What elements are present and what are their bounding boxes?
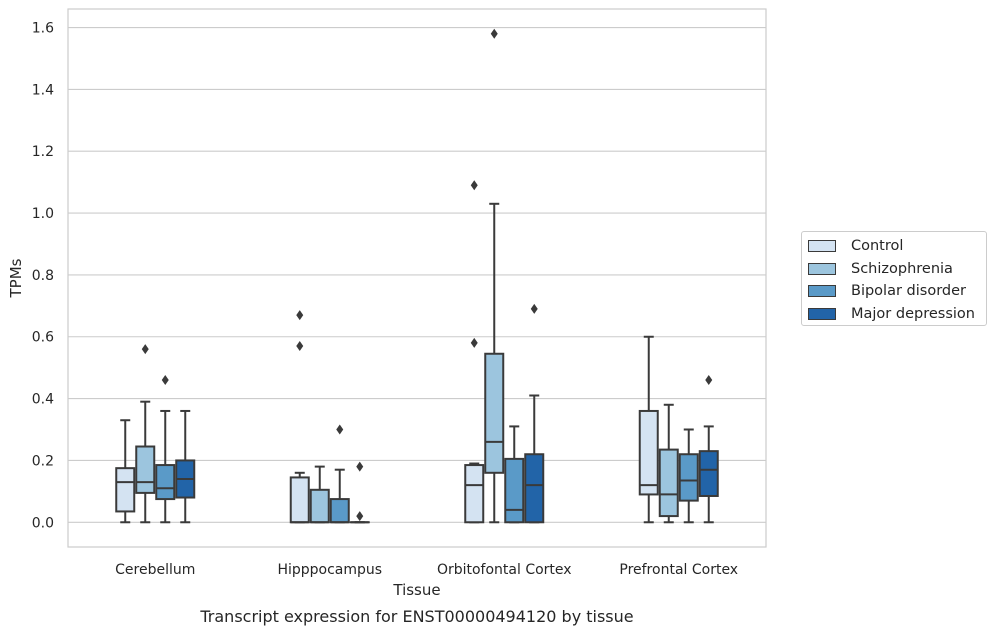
x-tick-label: Cerebellum xyxy=(115,562,195,578)
box-2-2 xyxy=(504,425,525,524)
y-tick-label: 1.6 xyxy=(32,21,54,37)
outlier-point xyxy=(336,424,344,435)
legend-item: Major depression xyxy=(808,303,986,326)
outlier-point xyxy=(296,310,304,321)
outlier-point xyxy=(161,375,169,386)
y-tick-label: 0.6 xyxy=(32,330,54,346)
x-tick-label: Hipppocampus xyxy=(277,562,382,578)
box-2-3 xyxy=(678,428,699,524)
box-0-2 xyxy=(464,180,485,524)
box-0-3 xyxy=(638,335,659,524)
box-body xyxy=(135,445,156,494)
box-3-1 xyxy=(349,461,370,524)
box-body xyxy=(524,453,545,524)
legend-swatch xyxy=(808,262,836,275)
box-body xyxy=(504,457,525,524)
legend-item: Control xyxy=(808,235,986,258)
y-tick-label: 0.8 xyxy=(32,268,54,284)
y-tick-label: 1.2 xyxy=(32,144,54,160)
box-0-1 xyxy=(289,310,310,524)
box-1-3 xyxy=(658,403,679,524)
legend-item: Schizophrenia xyxy=(808,258,986,281)
y-tick-label: 0.0 xyxy=(32,515,54,531)
outlier-point xyxy=(356,511,364,522)
legend-label: Control xyxy=(851,238,904,255)
legend-swatch xyxy=(808,307,836,320)
box-1-2 xyxy=(484,28,505,524)
box-body xyxy=(484,352,505,474)
outlier-point xyxy=(470,337,478,348)
box-body xyxy=(658,448,679,518)
box-body xyxy=(329,498,350,524)
x-tick-label: Orbitofontal Cortex xyxy=(437,562,572,578)
box-2-0 xyxy=(155,375,176,524)
legend-label: Bipolar disorder xyxy=(851,283,966,300)
y-tick-label: 0.4 xyxy=(32,392,54,408)
legend-swatch xyxy=(808,285,836,298)
outlier-point xyxy=(530,303,538,314)
legend-label: Schizophrenia xyxy=(851,260,953,277)
outlier-point xyxy=(705,375,713,386)
x-axis-title: Tissue xyxy=(392,581,440,599)
outlier-point xyxy=(296,341,304,352)
legend: Control Schizophrenia Bipolar disorder Majo… xyxy=(801,231,987,326)
outlier-point xyxy=(356,461,364,472)
box-3-0 xyxy=(175,409,196,524)
box-body xyxy=(638,409,659,496)
x-tick-label: Prefrontal Cortex xyxy=(619,562,738,578)
x-tick-labels: Cerebellum Hipppocampus Orbitofontal Corte… xyxy=(115,562,738,578)
box-3-2 xyxy=(524,303,545,524)
box-body xyxy=(309,488,330,524)
box-1-0 xyxy=(135,344,156,524)
gridlines xyxy=(68,27,766,523)
box-body xyxy=(678,453,699,502)
box-body xyxy=(155,464,176,501)
y-tick-label: 1.0 xyxy=(32,206,54,222)
box-0-0 xyxy=(115,419,136,524)
y-axis-title: TPMs xyxy=(7,258,25,298)
box-1-1 xyxy=(309,465,330,524)
y-tick-label: 1.4 xyxy=(32,82,54,98)
box-body xyxy=(698,450,719,497)
outlier-point xyxy=(141,344,149,355)
plot-area-frame xyxy=(67,8,767,548)
legend-item: Bipolar disorder xyxy=(808,280,986,303)
box-body xyxy=(464,464,485,524)
legend-swatch xyxy=(808,240,836,253)
outlier-point xyxy=(470,180,478,191)
chart-caption: Transcript expression for ENST0000049412… xyxy=(199,607,633,626)
box-2-1 xyxy=(329,424,350,524)
box-body xyxy=(115,467,136,513)
box-body xyxy=(289,476,310,524)
outlier-point xyxy=(490,28,498,39)
legend-label: Major depression xyxy=(851,305,975,322)
box-3-3 xyxy=(698,375,719,524)
boxes xyxy=(115,28,719,524)
y-tick-label: 0.2 xyxy=(32,453,54,469)
y-tick-labels: 0.0 0.2 0.4 0.6 0.8 1.0 1.2 1.4 1.6 xyxy=(32,21,54,532)
